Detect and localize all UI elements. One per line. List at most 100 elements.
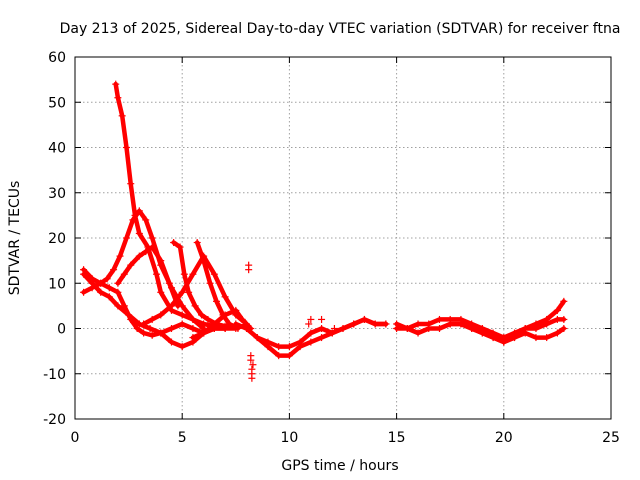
series-point xyxy=(116,252,124,260)
series-point xyxy=(112,80,120,88)
series-point xyxy=(206,279,214,287)
series-point xyxy=(213,297,221,305)
series-point xyxy=(225,320,233,328)
series-point xyxy=(110,266,118,274)
series-point xyxy=(414,320,422,328)
y-tick-label: 0 xyxy=(57,322,66,338)
series-point xyxy=(253,334,261,342)
series-point xyxy=(234,325,242,332)
series-point xyxy=(511,334,519,342)
series-point xyxy=(142,216,150,224)
series-point xyxy=(142,248,150,256)
series-point xyxy=(133,325,141,332)
y-tick-label: 20 xyxy=(48,231,66,247)
series-point xyxy=(435,325,443,332)
series-point xyxy=(114,302,122,310)
series-point xyxy=(210,270,218,278)
series-point xyxy=(114,279,122,287)
series-point xyxy=(131,211,139,219)
series-point xyxy=(468,325,476,332)
series-point xyxy=(178,320,186,328)
y-tick-label: 40 xyxy=(48,141,66,157)
series-point xyxy=(148,331,156,339)
series-point xyxy=(285,352,293,360)
data-point xyxy=(247,356,255,364)
series-point xyxy=(560,297,568,305)
series-point xyxy=(114,288,122,296)
series-point xyxy=(114,94,122,102)
series-point xyxy=(97,279,105,287)
series-point xyxy=(157,329,165,337)
series-point xyxy=(148,315,156,323)
series-point xyxy=(371,320,379,328)
series-point xyxy=(178,288,186,296)
series-point xyxy=(193,239,201,247)
series-point xyxy=(120,270,128,278)
series-trace-e xyxy=(115,244,181,309)
series-point xyxy=(393,320,401,328)
series-point xyxy=(129,216,137,224)
series-point xyxy=(185,288,193,296)
series-point xyxy=(204,315,212,323)
series-point xyxy=(339,325,347,332)
series-point xyxy=(307,338,315,346)
y-tick-label: 50 xyxy=(48,95,66,111)
series-point xyxy=(189,315,197,323)
y-tick-label: -20 xyxy=(43,412,66,428)
data-point xyxy=(305,320,313,328)
series-point xyxy=(221,322,229,330)
axis-ticks: 0 5 10 15 20 25 -20 -10 0 10 20 30 40 50 60 xyxy=(43,50,620,446)
series-point xyxy=(560,325,568,332)
series-point xyxy=(318,334,326,342)
series-point xyxy=(120,302,128,310)
x-tick-label: 15 xyxy=(388,430,406,446)
series-point xyxy=(125,311,133,319)
series-point xyxy=(221,311,229,319)
series-point xyxy=(103,275,111,283)
x-tick-label: 20 xyxy=(495,430,513,446)
series-point xyxy=(127,180,135,188)
series-point xyxy=(197,311,205,319)
series-point xyxy=(167,325,175,332)
series-point xyxy=(174,302,182,310)
series-point xyxy=(122,234,130,242)
series-trace-n xyxy=(447,321,567,345)
series-point xyxy=(285,343,293,351)
y-tick-label: -10 xyxy=(43,367,66,383)
series-point xyxy=(165,279,173,287)
series-point xyxy=(80,288,88,296)
series-point xyxy=(140,320,148,328)
chart-title: Day 213 of 2025, Sidereal Day-to-day VTE… xyxy=(60,21,621,37)
series-point xyxy=(148,243,156,251)
series-point xyxy=(105,293,113,301)
series-point xyxy=(189,325,197,332)
series-point xyxy=(97,288,105,296)
data-point xyxy=(248,374,256,382)
x-tick-label: 10 xyxy=(280,430,298,446)
data-point xyxy=(318,315,326,323)
series-point xyxy=(200,329,208,337)
series-point xyxy=(180,270,188,278)
series-point xyxy=(191,302,199,310)
series-point xyxy=(232,306,240,314)
y-tick-label: 10 xyxy=(48,276,66,292)
series-point xyxy=(157,311,165,319)
series-point xyxy=(88,279,96,287)
series-point xyxy=(446,320,454,328)
series-point xyxy=(543,334,551,342)
series-point xyxy=(105,284,113,292)
series-point xyxy=(189,334,197,342)
series-point xyxy=(264,338,272,346)
x-tick-label: 5 xyxy=(178,430,187,446)
series-point xyxy=(296,338,304,346)
series-point xyxy=(127,261,135,269)
data-markers xyxy=(80,80,568,382)
series-point xyxy=(414,329,422,337)
series-point xyxy=(135,229,143,237)
series-point xyxy=(80,270,88,278)
series-point xyxy=(221,293,229,301)
series-point xyxy=(122,144,130,151)
series-point xyxy=(457,320,465,328)
series-point xyxy=(243,325,251,332)
